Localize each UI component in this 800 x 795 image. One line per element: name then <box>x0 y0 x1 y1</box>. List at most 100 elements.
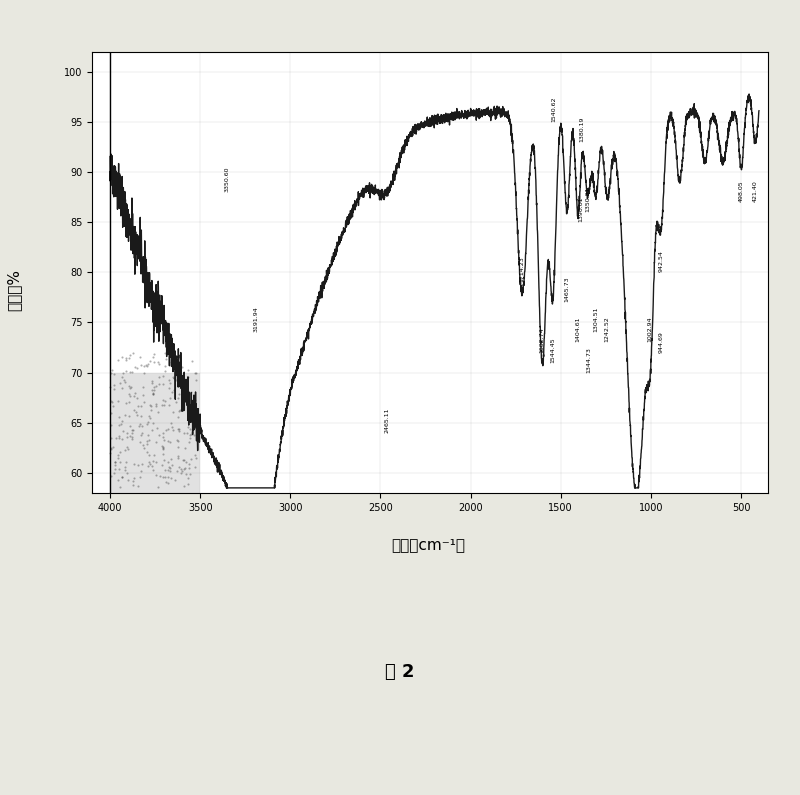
Text: 942.54: 942.54 <box>658 250 664 272</box>
Point <box>157 448 170 461</box>
Point <box>131 400 144 413</box>
Point <box>185 428 198 440</box>
Text: 1544.45: 1544.45 <box>550 337 555 363</box>
Point <box>190 374 202 386</box>
Point <box>126 433 138 446</box>
Point <box>176 370 189 383</box>
Point <box>180 468 193 481</box>
Point <box>105 443 118 456</box>
Point <box>172 411 185 424</box>
Point <box>182 478 194 491</box>
Point <box>172 422 185 435</box>
Point <box>105 407 118 420</box>
Point <box>150 379 162 392</box>
Point <box>122 473 134 486</box>
Point <box>179 386 192 398</box>
Point <box>146 460 158 473</box>
Point <box>159 364 172 377</box>
Point <box>157 394 170 406</box>
Point <box>153 469 166 482</box>
Point <box>135 420 148 432</box>
Point <box>172 391 185 404</box>
Point <box>126 475 139 487</box>
Point <box>134 417 146 430</box>
Point <box>123 349 136 362</box>
Point <box>182 471 194 484</box>
Point <box>121 467 134 479</box>
Point <box>118 460 131 473</box>
Point <box>184 453 197 466</box>
Point <box>173 423 186 436</box>
Point <box>158 434 170 447</box>
Point <box>128 390 141 402</box>
Point <box>173 351 186 364</box>
Point <box>157 430 170 443</box>
Point <box>116 351 129 363</box>
Point <box>110 432 122 444</box>
Point <box>167 359 180 372</box>
Point <box>107 382 120 395</box>
Point <box>178 380 191 393</box>
Text: 1390.01: 1390.01 <box>578 196 583 222</box>
Point <box>173 359 186 371</box>
Point <box>172 452 185 464</box>
Point <box>138 359 151 372</box>
Text: 透过率%: 透过率% <box>7 270 22 311</box>
Point <box>120 397 133 409</box>
Point <box>164 436 177 448</box>
Point <box>146 377 158 390</box>
Point <box>167 384 180 397</box>
Point <box>142 448 155 461</box>
Point <box>104 446 117 459</box>
Point <box>136 389 149 401</box>
Point <box>116 471 129 483</box>
Point <box>185 414 198 427</box>
Point <box>170 396 182 409</box>
Point <box>176 464 189 477</box>
Point <box>120 456 133 468</box>
Point <box>155 458 168 471</box>
Point <box>172 405 185 417</box>
Point <box>178 395 190 408</box>
Point <box>178 480 190 493</box>
Point <box>166 459 178 471</box>
Point <box>104 432 117 444</box>
Point <box>157 471 170 483</box>
Point <box>189 394 202 406</box>
Point <box>107 467 120 479</box>
Point <box>123 396 136 409</box>
Point <box>162 382 175 394</box>
Point <box>147 464 160 477</box>
Point <box>106 396 119 409</box>
Point <box>130 362 143 374</box>
Point <box>173 388 186 401</box>
Point <box>164 391 177 404</box>
Point <box>155 398 168 411</box>
Point <box>164 462 177 475</box>
Point <box>189 448 202 461</box>
Point <box>128 457 141 470</box>
Point <box>111 452 124 464</box>
Point <box>142 456 155 468</box>
Point <box>123 366 136 378</box>
Point <box>157 369 170 382</box>
Point <box>148 384 161 397</box>
Point <box>147 355 160 368</box>
Point <box>122 351 135 364</box>
Point <box>111 474 124 487</box>
Point <box>178 427 190 440</box>
Point <box>126 479 139 491</box>
Text: 1304.51: 1304.51 <box>594 307 598 332</box>
Point <box>141 359 154 372</box>
Point <box>106 363 118 376</box>
Point <box>137 439 150 452</box>
Point <box>135 457 148 470</box>
Point <box>114 446 126 459</box>
Point <box>156 440 169 453</box>
Text: 3350.60: 3350.60 <box>225 167 230 192</box>
Text: 1465.73: 1465.73 <box>564 277 570 302</box>
Point <box>183 422 196 435</box>
Point <box>109 459 122 471</box>
Point <box>178 442 191 455</box>
Point <box>147 417 160 429</box>
